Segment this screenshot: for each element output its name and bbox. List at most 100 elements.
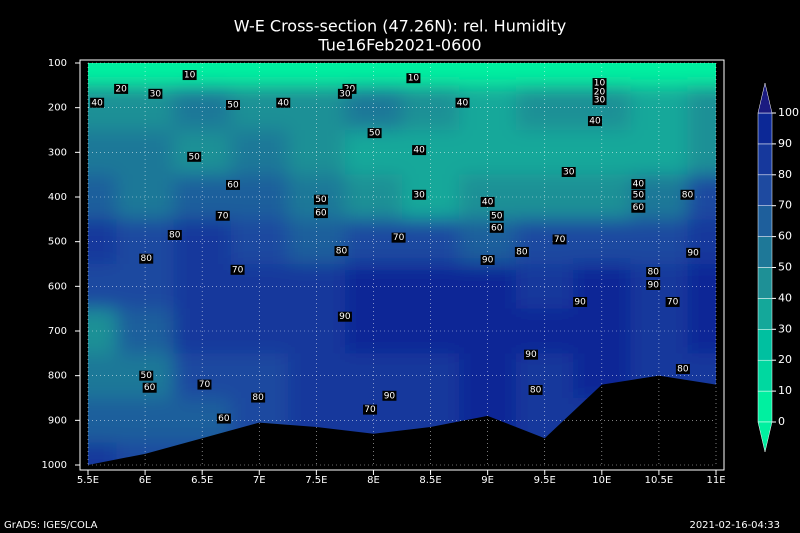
- contour-label-bg: [587, 116, 602, 127]
- humidity-cell: [459, 308, 518, 355]
- frame: [79, 59, 725, 471]
- humidity-cell: [116, 264, 175, 310]
- humidity-cell: [116, 63, 175, 87]
- contour-label-bg: [631, 179, 646, 190]
- contour-label-bg: [514, 246, 529, 257]
- contour-label: 10: [594, 79, 606, 89]
- contour-label: 70: [232, 265, 244, 275]
- contour-label-bg: [148, 88, 163, 99]
- colorbar-swatch: [757, 174, 773, 206]
- humidity-cell: [173, 264, 232, 310]
- humidity-cell: [573, 130, 632, 176]
- humidity-cell: [459, 63, 518, 87]
- contour-label-bg: [226, 99, 241, 110]
- contour-label-bg: [552, 234, 567, 245]
- y-tick-label: 100: [48, 58, 67, 69]
- contour-label-bg: [215, 210, 230, 221]
- contour-label-bg: [251, 392, 266, 403]
- humidity-cell: [173, 308, 232, 355]
- contour-label-bg: [480, 196, 495, 207]
- humidity-cell: [687, 308, 716, 355]
- humidity-cell: [116, 398, 175, 444]
- humidity-cell: [516, 264, 575, 310]
- colorbar-label: 50: [778, 261, 792, 274]
- contour-label-bg: [455, 97, 470, 108]
- humidity-cell: [230, 130, 289, 176]
- contour-label-bg: [391, 232, 406, 243]
- contour-label: 50: [227, 100, 239, 110]
- contour-label-bg: [561, 166, 576, 177]
- contour-label-bg: [167, 229, 182, 240]
- colorbar-swatch: [757, 143, 773, 176]
- humidity-cell: [344, 308, 403, 355]
- humidity-cell: [459, 85, 518, 131]
- humidity-cell: [630, 63, 689, 87]
- y-tick-label: 500: [48, 237, 67, 248]
- humidity-cell: [687, 264, 716, 310]
- contour-label-bg: [367, 128, 382, 139]
- humidity-cell: [116, 130, 175, 176]
- humidity-cell: [287, 63, 346, 87]
- contour-label: 80: [252, 393, 264, 403]
- contour-label-bg: [573, 296, 588, 307]
- contour-label: 80: [336, 247, 348, 257]
- humidity-cell: [88, 174, 118, 221]
- humidity-cell: [230, 219, 289, 265]
- humidity-cell: [516, 353, 575, 399]
- contour-label: 80: [141, 254, 153, 264]
- colorbar-swatch: [757, 205, 773, 237]
- contour-label-bg: [337, 311, 352, 322]
- contour-label: 10: [408, 74, 420, 84]
- contour-label: 90: [687, 248, 699, 258]
- colorbar-swatch: [757, 329, 773, 361]
- humidity-cell: [516, 63, 575, 87]
- contour-label-bg: [489, 210, 504, 221]
- contour-label-bg: [363, 404, 378, 415]
- contour-label-bg: [480, 254, 495, 265]
- contour-label: 50: [315, 195, 327, 205]
- x-tick-label: 10E: [592, 475, 611, 486]
- x-tick-label: 6E: [139, 475, 152, 486]
- humidity-cell: [573, 63, 632, 87]
- humidity-cell: [687, 130, 716, 176]
- humidity-cell: [344, 63, 403, 87]
- humidity-cell: [287, 130, 346, 176]
- contour-label: 30: [594, 96, 606, 106]
- y-tick-label: 800: [48, 371, 67, 382]
- contour-label: 80: [647, 268, 659, 278]
- contour-label-bg: [276, 97, 291, 108]
- humidity-cell: [573, 174, 632, 221]
- humidity-cell: [287, 308, 346, 355]
- contour-label-bg: [187, 151, 202, 162]
- contour-label: 70: [554, 235, 566, 245]
- humidity-cell: [173, 63, 232, 87]
- humidity-cell: [687, 174, 716, 221]
- contour-label: 10: [184, 71, 196, 81]
- humidity-cell: [516, 174, 575, 221]
- humidity-cell: [516, 308, 575, 355]
- contour-label: 70: [199, 380, 211, 390]
- contour-label: 30: [413, 190, 425, 200]
- colorbar-label: 20: [778, 353, 792, 366]
- humidity-cell: [88, 63, 118, 87]
- y-tick-label: 1000: [42, 460, 67, 471]
- contour-label: 60: [227, 180, 239, 190]
- colorbar-swatch: [757, 267, 773, 299]
- contour-label: 60: [144, 383, 156, 393]
- contour-label: 80: [530, 385, 542, 395]
- contour-label-bg: [592, 95, 607, 106]
- humidity-cell: [230, 174, 289, 221]
- humidity-cell: [88, 398, 118, 444]
- humidity-cell: [88, 308, 118, 355]
- humidity-cell: [402, 130, 461, 176]
- contour-label: 50: [633, 190, 645, 200]
- x-tick-label: 11E: [706, 475, 725, 486]
- colorbar-label: 100: [778, 106, 799, 119]
- contour-label-bg: [337, 88, 352, 99]
- field: [88, 63, 716, 465]
- colorbar-swatch: [757, 359, 773, 392]
- humidity-cell: [687, 63, 716, 87]
- humidity-cell: [402, 308, 461, 355]
- contour-label-bg: [382, 390, 397, 401]
